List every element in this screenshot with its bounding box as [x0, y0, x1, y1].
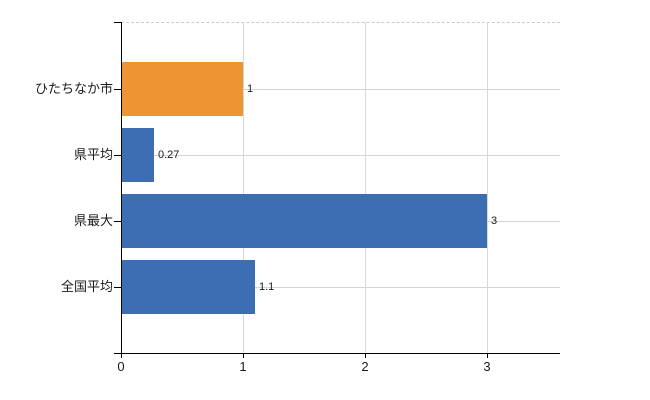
bar-value-label: 3 [491, 215, 498, 227]
bar [121, 260, 255, 314]
x-tick-label: 0 [117, 359, 125, 374]
x-axis-tick [243, 354, 244, 358]
gridline-horizontal [121, 89, 560, 90]
gridline-vertical [365, 22, 366, 353]
y-axis-tick [114, 155, 121, 156]
bar-value-label: 1 [247, 83, 254, 95]
x-axis-line [114, 353, 560, 354]
bar-value-label: 0.27 [158, 149, 180, 161]
category-label: 県平均 [73, 147, 113, 162]
x-tick-label: 1 [239, 359, 247, 374]
category-label: 県最大 [73, 213, 113, 228]
bar [121, 128, 154, 182]
y-axis-line [121, 22, 122, 353]
y-axis-tick [114, 89, 121, 90]
plot-top-border [121, 22, 560, 23]
y-axis-top-tick [114, 22, 121, 23]
bar-value-label: 1.1 [259, 281, 275, 293]
y-axis-tick [114, 287, 121, 288]
x-tick-label: 2 [361, 359, 369, 374]
y-axis-tick [114, 221, 121, 222]
gridline-horizontal [121, 287, 560, 288]
category-label: ひたちなか市 [34, 81, 113, 96]
bar [121, 62, 243, 116]
x-axis-tick [487, 354, 488, 358]
x-axis-tick [365, 354, 366, 358]
category-label: 全国平均 [60, 279, 113, 294]
x-axis-tick [121, 354, 122, 358]
gridline-vertical [243, 22, 244, 353]
plot-area: 1 0.27 3 1.1 [121, 22, 560, 353]
bar [121, 194, 487, 248]
gridline-vertical [487, 22, 488, 353]
x-tick-label: 3 [483, 359, 491, 374]
gridline-horizontal [121, 155, 560, 156]
